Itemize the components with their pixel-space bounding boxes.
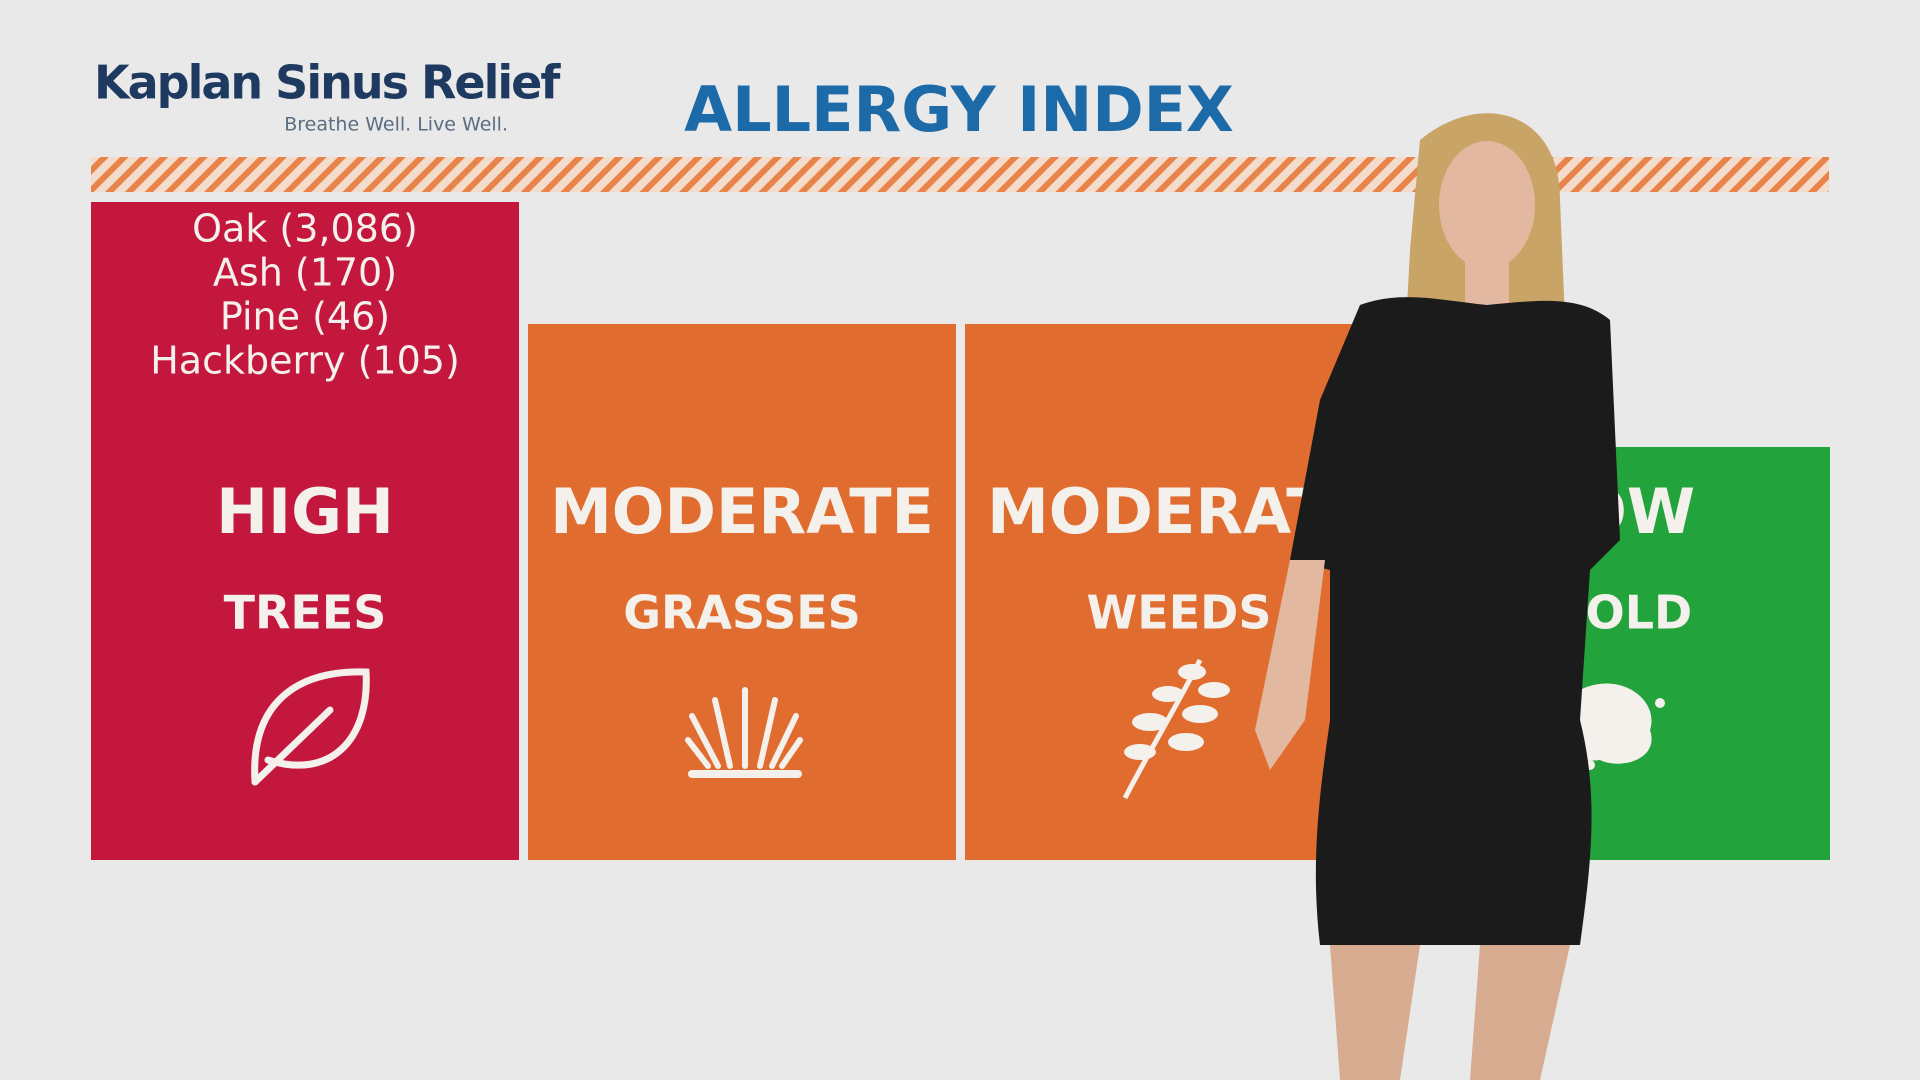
logo: Kaplan Sinus Relief — [94, 56, 561, 110]
presenter — [1255, 113, 1620, 1080]
pollen-count: Ash (170) — [213, 251, 397, 295]
type: WEEDS — [1087, 586, 1272, 640]
weed-icon — [1122, 658, 1230, 800]
panel — [91, 202, 519, 860]
type: TREES — [224, 586, 387, 640]
leaf-icon — [251, 668, 370, 786]
tagline: Breathe Well. Live Well. — [284, 114, 508, 136]
level: HIGH — [216, 475, 394, 548]
title: ALLERGY INDEX — [684, 73, 1234, 146]
grass-icon — [685, 687, 803, 778]
pollen-count: Hackberry (105) — [150, 339, 460, 383]
hatch-band — [91, 157, 1829, 192]
pollen-count: Pine (46) — [220, 295, 390, 339]
level: MODERATE — [550, 475, 934, 548]
pollen-count: Oak (3,086) — [192, 207, 418, 251]
type: GRASSES — [623, 586, 861, 640]
